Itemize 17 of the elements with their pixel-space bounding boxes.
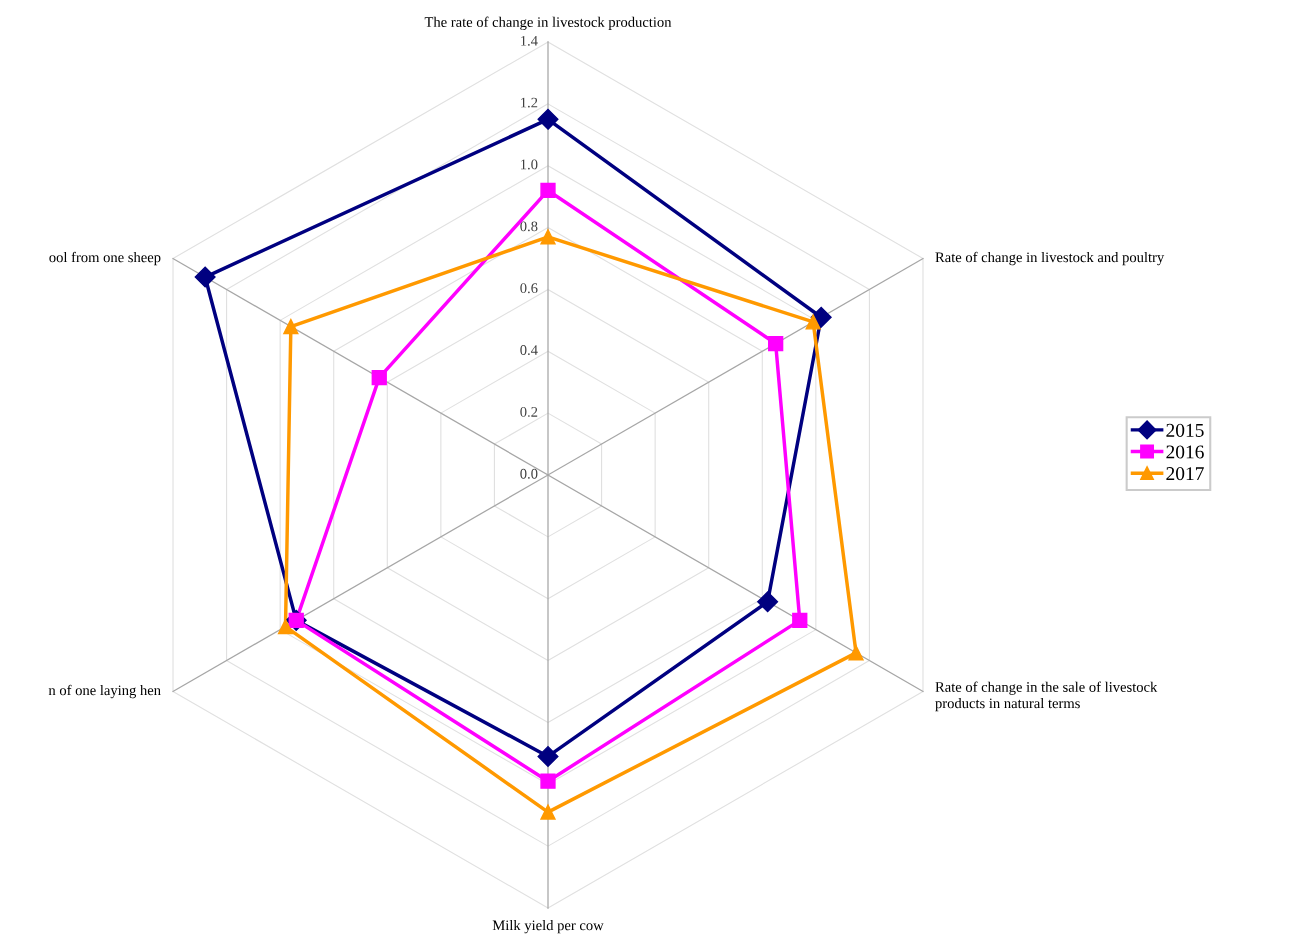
legend-label: 2016 bbox=[1166, 445, 1204, 459]
spoke-label: Milk yield per cow bbox=[492, 920, 604, 934]
legend-label: 2015 bbox=[1166, 423, 1204, 437]
spoke-label: ool from one sheep bbox=[49, 251, 161, 266]
spoke-label: The rate of change in livestock production bbox=[424, 16, 672, 30]
spoke-label: Rate of change in livestock and poultry bbox=[935, 251, 1165, 266]
y-tick-label: 0.2 bbox=[520, 406, 538, 417]
y-tick-label: 0.4 bbox=[520, 345, 538, 355]
spoke-label: n of one laying hen bbox=[48, 684, 161, 699]
y-tick-label: 1.4 bbox=[521, 35, 538, 46]
legend-label: 2017 bbox=[1166, 467, 1204, 481]
y-tick-label: 0.6 bbox=[520, 283, 538, 294]
y-tick-label: 0.8 bbox=[520, 221, 538, 232]
spoke-label: Rate of change in the sale of livestock products in natural terms bbox=[935, 681, 1158, 712]
y-tick-label: 0.0 bbox=[520, 468, 538, 479]
y-tick-label: 1.0 bbox=[521, 159, 538, 170]
y-tick-label: 1.2 bbox=[521, 97, 538, 108]
